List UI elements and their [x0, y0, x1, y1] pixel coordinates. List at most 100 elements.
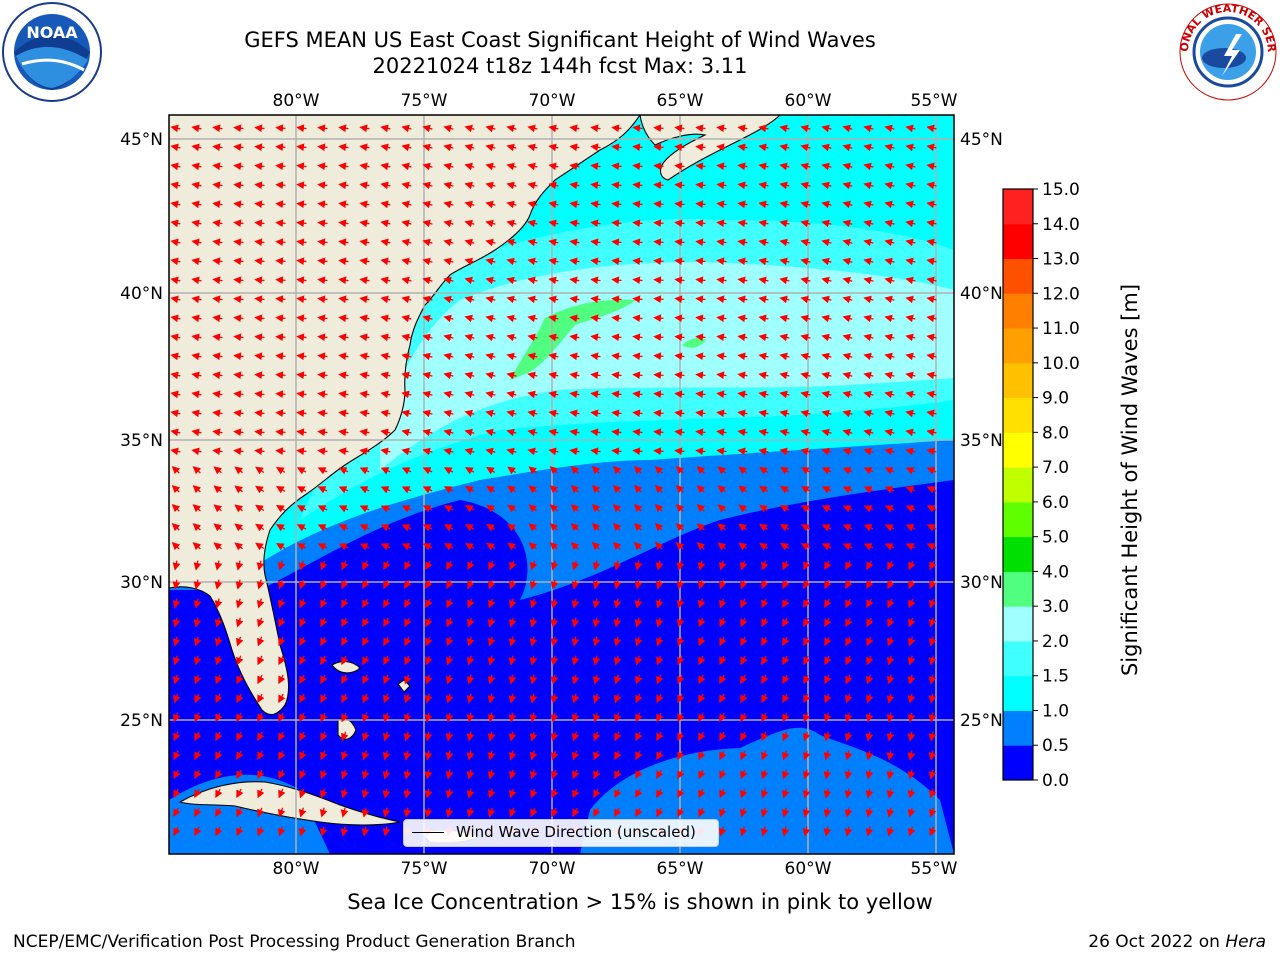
wind-arrow [296, 409, 307, 418]
lon-label-bottom: 65°W [657, 859, 704, 879]
wind-arrow [863, 124, 874, 133]
wind-arrow [590, 352, 601, 361]
wind-arrow [401, 505, 412, 513]
wind-arrow [446, 579, 454, 590]
wind-arrow [486, 542, 496, 551]
wind-arrow [422, 409, 433, 418]
wind-arrow [192, 504, 202, 513]
wind-arrow [359, 200, 370, 209]
map-legend: Wind Wave Direction (unscaled) [403, 819, 719, 847]
wind-arrow [716, 352, 727, 361]
wind-arrow [905, 276, 916, 285]
wind-arrow [193, 598, 202, 609]
wind-arrow [717, 542, 727, 551]
wind-arrow [338, 181, 349, 190]
wind-arrow [842, 295, 853, 304]
wind-arrow [738, 466, 747, 475]
wind-arrow [422, 371, 433, 380]
wind-arrow [380, 314, 391, 323]
wind-arrow [570, 504, 580, 513]
wind-arrow [716, 219, 727, 228]
wind-arrow [926, 447, 937, 456]
wind-arrow [275, 486, 286, 494]
wind-arrow [759, 542, 769, 551]
wind-arrow [170, 390, 181, 399]
wind-arrow [674, 276, 685, 285]
wind-arrow [905, 238, 916, 247]
wind-arrow [317, 524, 328, 532]
wind-arrow [926, 467, 937, 475]
wind-arrow [653, 124, 664, 133]
colorbar-title-wrap: Significant Height of Wind Waves [m] [1100, 284, 1160, 676]
footer-date-text: 26 Oct 2022 on [1088, 932, 1226, 952]
wind-arrow [443, 447, 454, 456]
wind-arrow [380, 390, 391, 399]
wind-arrow [507, 542, 517, 551]
wind-arrow [401, 257, 412, 266]
wind-arrow [422, 314, 433, 323]
wind-arrow [422, 295, 433, 304]
wind-arrow [800, 162, 811, 171]
wind-arrow [296, 486, 307, 494]
wind-arrow [695, 447, 706, 456]
wind-arrow [170, 200, 181, 209]
wind-arrow [548, 181, 559, 190]
wind-arrow [842, 486, 853, 494]
wind-arrow [254, 371, 265, 380]
wind-arrow [527, 162, 538, 171]
wind-arrow [569, 219, 580, 228]
wind-arrow [863, 371, 874, 380]
wind-arrow [338, 314, 349, 323]
wind-arrow [737, 314, 748, 323]
wind-arrow [443, 371, 454, 380]
wind-arrow [611, 390, 622, 399]
wind-arrow [296, 162, 307, 171]
wind-arrow [359, 428, 370, 437]
wind-arrow [779, 390, 790, 399]
wind-arrow [758, 200, 769, 209]
wind-arrow [401, 543, 412, 551]
wind-arrow [821, 486, 832, 494]
wind-arrow [212, 409, 223, 418]
wind-arrow [275, 162, 286, 171]
wind-arrow [191, 276, 202, 285]
wind-arrow [296, 143, 307, 152]
wind-arrow [296, 371, 307, 380]
wind-arrow [590, 295, 601, 304]
wind-arrow [380, 200, 391, 209]
wind-arrow [171, 504, 181, 513]
wind-arrow [800, 219, 811, 228]
wind-arrow [317, 276, 328, 285]
wind-arrow [821, 543, 832, 551]
wind-arrow [800, 276, 811, 285]
colorbar-cell [1003, 571, 1033, 607]
wind-arrow [488, 579, 496, 590]
wind-arrow [696, 504, 706, 513]
wind-arrow [317, 257, 328, 266]
wind-arrow [590, 238, 601, 247]
lon-label-bottom: 70°W [529, 859, 576, 879]
wind-arrow [275, 352, 286, 361]
wind-arrow [338, 143, 349, 152]
wind-arrow [863, 276, 874, 285]
wind-arrow [234, 542, 243, 551]
wind-arrow [716, 447, 727, 456]
wind-arrow [317, 543, 328, 551]
wind-arrow [401, 371, 412, 380]
wind-arrow [359, 276, 370, 285]
wind-arrow [549, 504, 559, 513]
wind-arrow [591, 522, 601, 532]
wind-arrow [842, 143, 853, 152]
wind-arrow [758, 314, 769, 323]
wind-arrow [235, 560, 244, 571]
wind-arrow [443, 543, 454, 551]
wind-arrow [590, 181, 601, 190]
wind-arrow [254, 409, 265, 418]
wind-arrow [758, 428, 769, 437]
wind-arrow [570, 485, 580, 494]
wind-arrow [422, 543, 433, 551]
wind-arrow [380, 486, 391, 494]
wind-arrow [296, 352, 307, 361]
wind-arrow [821, 219, 832, 228]
wind-arrow [675, 485, 685, 494]
